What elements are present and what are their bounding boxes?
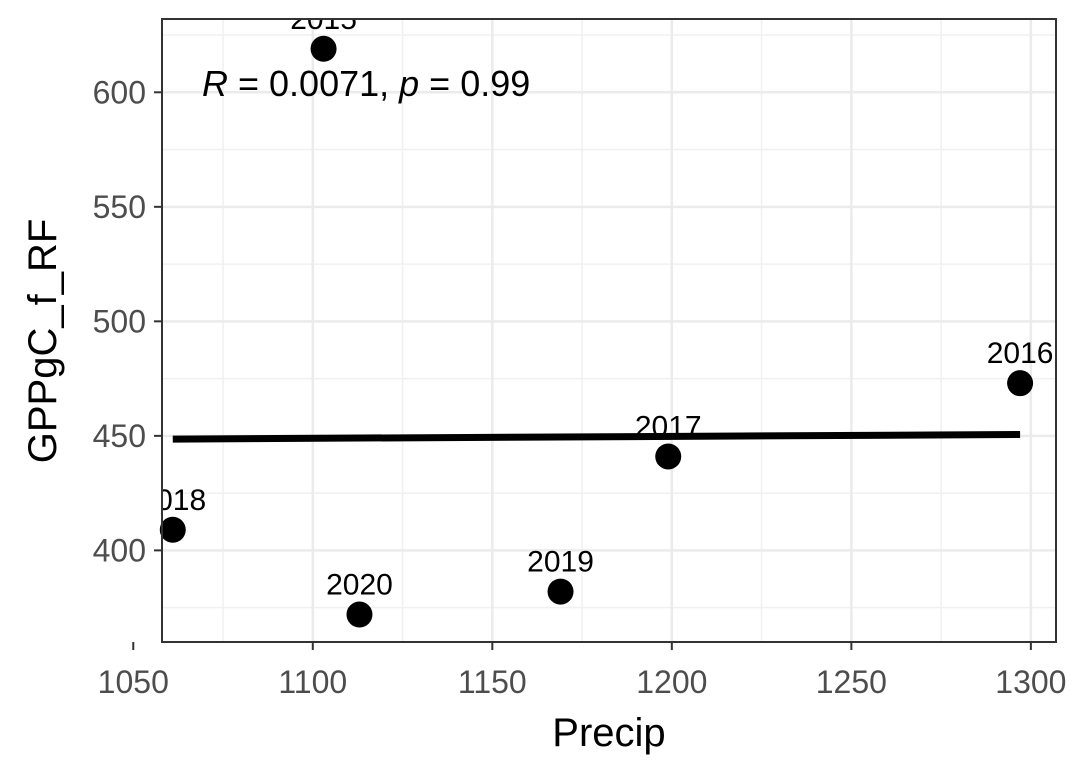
point-2017: [655, 443, 682, 470]
x-axis-ticks: 1050 1100 1150 1200 1250 1300: [98, 642, 1066, 700]
r-value-text: = 0.0071,: [228, 63, 399, 104]
x-tick-label: 1250: [816, 664, 887, 700]
y-tick-label: 400: [93, 532, 146, 568]
point-2019: [547, 578, 574, 605]
x-tick-label: 1100: [278, 664, 347, 700]
point-2020: [346, 601, 373, 628]
point-label-2017: 2017: [635, 410, 702, 443]
y-tick-label: 450: [93, 418, 146, 454]
point-label-2016: 2016: [987, 337, 1054, 370]
p-value-text: = 0.99: [419, 63, 530, 104]
point-label-2020: 2020: [326, 569, 393, 602]
point-label-2015: 2015: [290, 3, 357, 36]
y-tick-label: 500: [93, 303, 146, 339]
correlation-annotation: R = 0.0071, p = 0.99: [202, 63, 530, 104]
y-axis-title: GPPgC_f_RF: [21, 219, 65, 464]
panel-border: [161, 18, 1057, 643]
y-tick-label: 550: [93, 189, 146, 225]
grid-minor: [162, 19, 1056, 642]
point-2016: [1007, 370, 1034, 397]
x-tick-label: 1050: [98, 664, 169, 700]
y-axis-ticks: 400 450 500 550 600: [93, 74, 162, 568]
r-symbol: R: [202, 63, 228, 104]
point-label-2018: 2018: [139, 484, 206, 517]
x-tick-label: 1150: [458, 664, 527, 700]
point-label-2019: 2019: [527, 546, 594, 579]
point-labels: 2015 2016 2017 2018 2019 2020: [139, 3, 1054, 602]
x-axis-title: Precip: [552, 711, 665, 755]
x-tick-label: 1200: [636, 664, 707, 700]
point-2018: [159, 516, 186, 543]
p-symbol: p: [398, 63, 419, 104]
regression-line: [172, 430, 1021, 443]
x-tick-label: 1300: [995, 664, 1066, 700]
data-points: [159, 35, 1034, 628]
point-2015: [310, 35, 337, 62]
y-tick-label: 600: [93, 74, 146, 110]
